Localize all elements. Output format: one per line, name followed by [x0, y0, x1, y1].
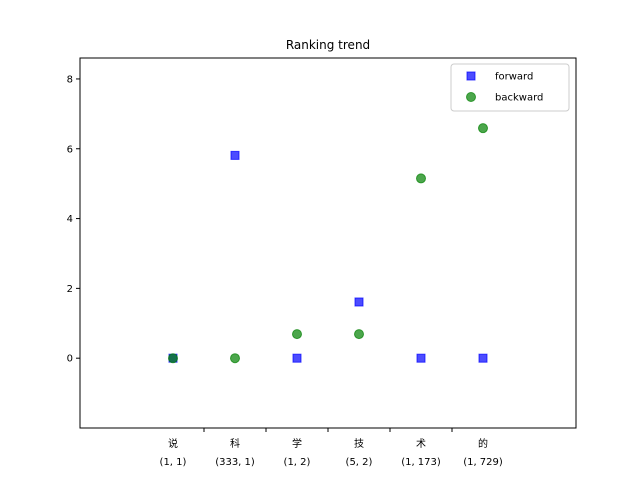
- x-tick-label-char: 科: [230, 437, 240, 450]
- legend-backward-marker: [466, 92, 476, 102]
- data-marks: [168, 123, 488, 364]
- backward-point: [292, 329, 302, 340]
- backward-point: [354, 329, 364, 340]
- y-tick-label: 8: [67, 74, 73, 85]
- x-tick-label-pair: (1, 729): [463, 457, 503, 468]
- y-axis: 0 2 4 6 8: [67, 74, 80, 365]
- backward-point: [478, 123, 488, 134]
- plot-area-frame: [79, 57, 577, 429]
- x-tick-label-char: 学: [292, 437, 302, 450]
- backward-point: [230, 353, 240, 364]
- x-tick-label-pair: (1, 1): [160, 457, 187, 468]
- x-tick-label-pair: (333, 1): [215, 457, 255, 468]
- x-tick-label-pair: (1, 2): [284, 457, 311, 468]
- x-tick-label-pair: (5, 2): [346, 457, 373, 468]
- x-axis: 说 (1, 1) 科 (333, 1) 学 (1, 2) 技 (5, 2) 术 (1, 173) 的…: [160, 428, 503, 468]
- legend-label-forward: forward: [495, 72, 533, 83]
- x-tick-label-char: 的: [478, 437, 488, 450]
- forward-point: [416, 353, 426, 363]
- y-tick-label: 2: [67, 284, 73, 295]
- x-tick-label-pair: (1, 173): [401, 457, 441, 468]
- y-tick-label: 0: [67, 354, 73, 365]
- y-tick-label: 6: [67, 144, 73, 155]
- backward-point: [416, 173, 426, 184]
- forward-point: [230, 150, 240, 160]
- legend-forward-marker: [466, 71, 476, 81]
- chart-title: Ranking trend: [286, 38, 370, 52]
- forward-point: [292, 353, 302, 363]
- forward-point: [354, 297, 364, 307]
- legend: forward backward: [450, 63, 570, 112]
- x-tick-label-char: 技: [354, 437, 364, 450]
- x-tick-label-char: 术: [416, 438, 426, 450]
- x-tick-label-char: 说: [168, 437, 178, 450]
- legend-label-backward: backward: [495, 93, 543, 104]
- forward-point: [478, 353, 488, 363]
- legend-box: [450, 63, 570, 112]
- y-tick-label: 4: [67, 214, 73, 225]
- backward-point: [168, 353, 178, 364]
